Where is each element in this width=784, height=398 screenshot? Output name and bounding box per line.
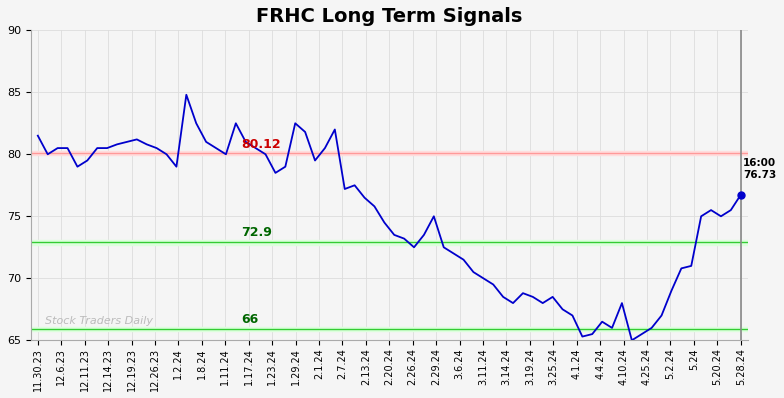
Text: Stock Traders Daily: Stock Traders Daily [45, 316, 153, 326]
Text: 66: 66 [241, 313, 259, 326]
Bar [31, 240, 748, 244]
Bar [31, 150, 748, 155]
Text: 16:00
76.73: 16:00 76.73 [743, 158, 776, 180]
Bar [31, 327, 748, 332]
Text: 80.12: 80.12 [241, 138, 281, 151]
Title: FRHC Long Term Signals: FRHC Long Term Signals [256, 7, 522, 26]
Text: 72.9: 72.9 [241, 226, 272, 239]
